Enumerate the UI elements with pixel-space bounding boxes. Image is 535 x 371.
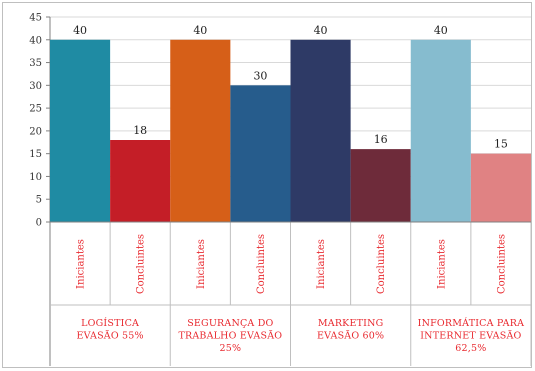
group-label: TRABALHO EVASÃO bbox=[178, 330, 282, 342]
y-tick-label: 40 bbox=[29, 35, 42, 46]
bar bbox=[110, 140, 171, 222]
group-label: MARKETING bbox=[318, 318, 384, 329]
data-label: 40 bbox=[193, 24, 207, 37]
group-label: 25% bbox=[220, 343, 242, 354]
bar bbox=[230, 85, 291, 222]
group-label: 62,5% bbox=[455, 343, 486, 354]
group-label: INTERNET EVASÃO bbox=[420, 330, 521, 342]
bar bbox=[170, 39, 231, 223]
bar bbox=[470, 153, 531, 222]
bar bbox=[410, 39, 471, 223]
data-label: 40 bbox=[314, 24, 328, 37]
category-label: Iniciantes bbox=[76, 239, 87, 289]
group-label: EVASÃO 60% bbox=[317, 330, 384, 342]
y-tick-label: 30 bbox=[29, 81, 42, 92]
data-label: 40 bbox=[434, 24, 448, 37]
chart-frame bbox=[2, 2, 532, 368]
data-label: 15 bbox=[494, 138, 508, 151]
category-label: Iniciantes bbox=[196, 239, 207, 289]
data-label: 16 bbox=[374, 133, 388, 146]
y-tick-label: 25 bbox=[29, 104, 42, 115]
group-label: SEGURANÇA DO bbox=[187, 318, 273, 329]
y-tick-label: 5 bbox=[36, 195, 42, 206]
group-label: INFORMÁTICA PARA bbox=[418, 317, 525, 329]
category-label: Concluintes bbox=[256, 234, 267, 294]
y-tick-label: 10 bbox=[29, 172, 42, 183]
bar bbox=[290, 39, 351, 223]
data-label: 40 bbox=[73, 24, 87, 37]
category-label: Iniciantes bbox=[436, 239, 447, 289]
y-tick-label: 15 bbox=[29, 149, 42, 160]
category-label: Concluintes bbox=[376, 234, 387, 294]
data-label: 30 bbox=[253, 69, 267, 82]
group-label: LOGÍSTICA bbox=[81, 317, 139, 329]
y-tick-label: 20 bbox=[29, 126, 42, 137]
data-label: 18 bbox=[133, 124, 147, 137]
y-tick-label: 45 bbox=[29, 13, 42, 24]
bar bbox=[350, 149, 411, 222]
bar bbox=[50, 39, 111, 223]
category-label: Iniciantes bbox=[316, 239, 327, 289]
y-tick-label: 35 bbox=[29, 58, 42, 69]
y-tick-label: 0 bbox=[36, 218, 42, 229]
category-label: Concluintes bbox=[136, 234, 147, 294]
category-label: Concluintes bbox=[496, 234, 507, 294]
group-label: EVASÃO 55% bbox=[76, 330, 143, 342]
